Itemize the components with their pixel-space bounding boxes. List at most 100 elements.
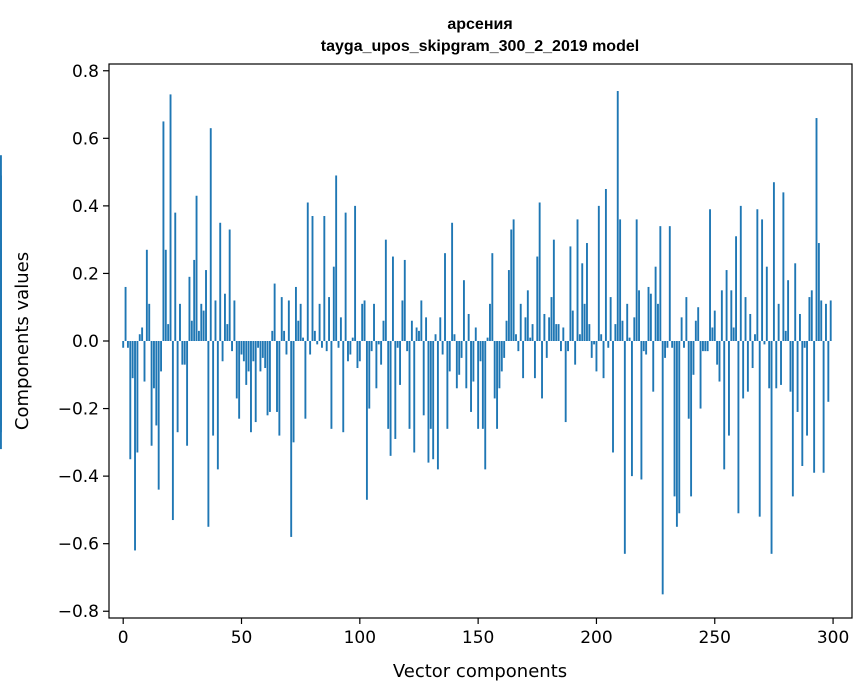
- bar-92: [339, 317, 342, 341]
- bar-258: [732, 327, 735, 341]
- bar-228: [661, 341, 664, 595]
- y-tick-label: −0.6: [58, 535, 99, 555]
- bar-34: [202, 310, 205, 341]
- bar-71: [290, 341, 293, 537]
- bar-2: [126, 341, 129, 348]
- bar-134: [439, 317, 442, 341]
- bar-161: [503, 341, 506, 358]
- bar-22: [174, 212, 177, 341]
- bar-108: [377, 341, 380, 345]
- bar-57: [257, 341, 260, 348]
- bar-286: [799, 313, 801, 341]
- bar-294: [817, 243, 820, 341]
- bar-195: [583, 303, 586, 341]
- bar-288: [803, 341, 806, 348]
- bar-46: [231, 341, 233, 352]
- bar-78: [306, 202, 309, 341]
- bar-291: [810, 290, 813, 341]
- bar-88: [330, 341, 333, 429]
- bar-232: [671, 341, 674, 348]
- bar-81: [313, 330, 316, 341]
- bar-214: [628, 337, 631, 341]
- bar-60: [264, 341, 267, 369]
- bar-237: [683, 341, 685, 348]
- bar-66: [278, 341, 281, 436]
- bar-200: [595, 341, 598, 372]
- bar-114: [392, 256, 394, 341]
- bar-30: [193, 259, 196, 341]
- bar-229: [664, 341, 667, 358]
- bar-263: [744, 297, 747, 341]
- bar-198: [590, 341, 593, 358]
- bar-undefined: [0, 155, 2, 341]
- bar-126: [420, 300, 423, 341]
- bar-250: [713, 310, 716, 341]
- bar-262: [742, 341, 745, 399]
- bar-284: [794, 263, 797, 341]
- bar-182: [552, 239, 555, 341]
- bar-173: [531, 324, 534, 341]
- bar-121: [408, 341, 411, 429]
- bar-257: [730, 290, 733, 341]
- bar-145: [465, 341, 468, 389]
- bar-273: [768, 341, 771, 389]
- bar-267: [754, 334, 756, 341]
- bar-183: [555, 324, 558, 341]
- bar-141: [455, 341, 458, 389]
- bar-157: [493, 341, 496, 399]
- bar-172: [529, 337, 532, 341]
- bar-213: [626, 303, 629, 341]
- bar-191: [574, 341, 577, 365]
- bar-166: [515, 334, 517, 341]
- bar-104: [368, 341, 371, 409]
- y-tick-label: 0.4: [72, 197, 99, 217]
- bar-154: [486, 337, 489, 341]
- bar-143: [460, 341, 463, 358]
- bar-118: [401, 300, 404, 341]
- bar-185: [560, 341, 562, 352]
- bar-98: [354, 205, 357, 341]
- bar-242: [694, 320, 697, 341]
- bar-212: [623, 341, 626, 554]
- bar-1: [124, 286, 127, 341]
- bar-119: [403, 259, 406, 341]
- bar-285: [796, 341, 799, 412]
- bar-133: [436, 341, 439, 470]
- bar-65: [276, 341, 278, 412]
- bar-254: [723, 341, 726, 470]
- bar-210: [619, 219, 622, 341]
- bar-130: [429, 341, 432, 429]
- y-tick-label: −0.8: [58, 602, 99, 622]
- bar-225: [654, 266, 657, 341]
- bar-5: [134, 341, 136, 551]
- bar-247: [706, 341, 709, 352]
- bar-35: [205, 270, 207, 341]
- bar-171: [526, 290, 529, 341]
- bar-111: [384, 239, 387, 341]
- bar-205: [607, 341, 610, 348]
- bar-153: [484, 341, 487, 470]
- x-tick-label: 250: [699, 628, 731, 648]
- bar-184: [557, 324, 560, 341]
- x-tick-label: 0: [118, 628, 129, 648]
- bar-190: [571, 310, 574, 341]
- bar-39: [214, 300, 217, 341]
- bar-14: [155, 341, 158, 426]
- bar-107: [375, 341, 378, 389]
- bar-135: [441, 341, 444, 355]
- bar-251: [716, 341, 719, 365]
- bar-28: [188, 276, 191, 341]
- bar-123: [413, 341, 416, 453]
- y-tick-label: 0.2: [72, 264, 99, 284]
- bar-150: [477, 341, 480, 429]
- bar-31: [195, 195, 198, 341]
- bar-73: [294, 286, 297, 341]
- bar-197: [588, 324, 591, 341]
- bar-279: [782, 192, 785, 341]
- bar-25: [181, 341, 184, 365]
- bar-132: [434, 334, 437, 341]
- bar-156: [491, 253, 494, 341]
- bar-109: [380, 341, 383, 365]
- bar-13: [153, 341, 155, 389]
- bar-274: [770, 341, 773, 554]
